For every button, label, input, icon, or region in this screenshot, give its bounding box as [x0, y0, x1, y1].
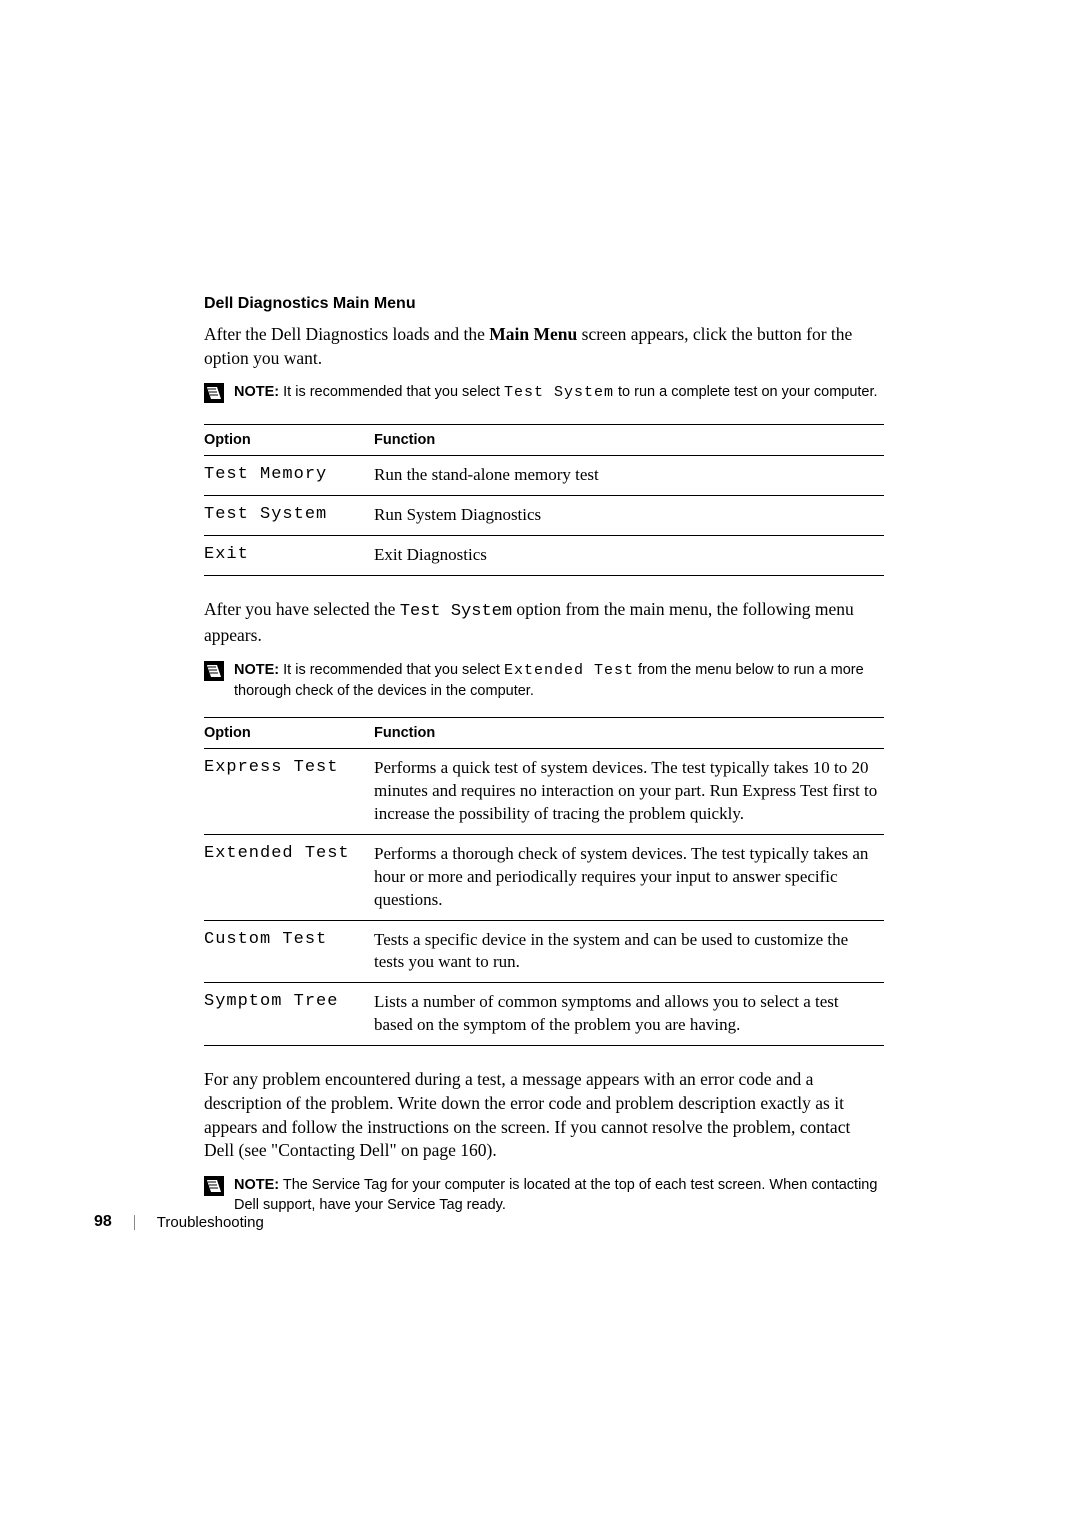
cell-option: Exit	[204, 536, 374, 576]
note-text-1: NOTE: It is recommended that you select …	[234, 382, 878, 403]
cell-option: Symptom Tree	[204, 983, 374, 1046]
th-option: Option	[204, 425, 374, 456]
options-table-1: Option Function Test Memory Run the stan…	[204, 424, 884, 576]
th-function: Function	[374, 717, 884, 748]
cell-option: Express Test	[204, 748, 374, 834]
note-block-2: NOTE: It is recommended that you select …	[204, 660, 884, 701]
note-block-1: NOTE: It is recommended that you select …	[204, 382, 884, 408]
table-row: Extended Test Performs a thorough check …	[204, 834, 884, 920]
cell-function: Exit Diagnostics	[374, 536, 884, 576]
cell-option: Extended Test	[204, 834, 374, 920]
options-table-2: Option Function Express Test Performs a …	[204, 717, 884, 1046]
table-row: Test System Run System Diagnostics	[204, 496, 884, 536]
section-heading: Dell Diagnostics Main Menu	[204, 295, 884, 313]
note2-pre: It is recommended that you select	[279, 662, 504, 678]
intro-text-pre: After the Dell Diagnostics loads and the	[204, 324, 489, 344]
cell-option: Test Memory	[204, 456, 374, 496]
footer-separator	[134, 1215, 135, 1230]
table-header-row: Option Function	[204, 717, 884, 748]
closing-paragraph: For any problem encountered during a tes…	[204, 1068, 884, 1163]
table-row: Express Test Performs a quick test of sy…	[204, 748, 884, 834]
note-text-3: NOTE: The Service Tag for your computer …	[234, 1175, 884, 1216]
cell-function: Tests a specific device in the system an…	[374, 920, 884, 983]
cell-function: Run the stand-alone memory test	[374, 456, 884, 496]
intro-text-bold: Main Menu	[489, 324, 577, 344]
table-row: Symptom Tree Lists a number of common sy…	[204, 983, 884, 1046]
note3-text: The Service Tag for your computer is loc…	[234, 1177, 877, 1213]
footer-section-name: Troubleshooting	[157, 1214, 264, 1231]
note2-mono: Extended Test	[504, 662, 634, 679]
cell-option: Test System	[204, 496, 374, 536]
mid-text-pre: After you have selected the	[204, 599, 400, 619]
note-block-3: NOTE: The Service Tag for your computer …	[204, 1175, 884, 1216]
table-row: Custom Test Tests a specific device in t…	[204, 920, 884, 983]
intro-paragraph: After the Dell Diagnostics loads and the…	[204, 323, 884, 370]
th-function: Function	[374, 425, 884, 456]
cell-function: Run System Diagnostics	[374, 496, 884, 536]
cell-function: Performs a thorough check of system devi…	[374, 834, 884, 920]
page-content: Dell Diagnostics Main Menu After the Del…	[204, 295, 884, 1231]
note-icon	[204, 661, 224, 686]
note1-post: to run a complete test on your computer.	[614, 384, 878, 400]
table-row: Exit Exit Diagnostics	[204, 536, 884, 576]
cell-function: Lists a number of common symptoms and al…	[374, 983, 884, 1046]
note-text-2: NOTE: It is recommended that you select …	[234, 660, 884, 701]
note1-mono: Test System	[504, 384, 614, 401]
page-number: 98	[94, 1213, 112, 1231]
note-icon	[204, 383, 224, 408]
page-footer: 98 Troubleshooting	[94, 1213, 884, 1231]
table-header-row: Option Function	[204, 425, 884, 456]
note-icon	[204, 1176, 224, 1201]
th-option: Option	[204, 717, 374, 748]
note-label: NOTE:	[234, 662, 279, 678]
note-label: NOTE:	[234, 1177, 279, 1193]
mid-text-mono: Test System	[400, 602, 512, 621]
table-row: Test Memory Run the stand-alone memory t…	[204, 456, 884, 496]
mid-paragraph: After you have selected the Test System …	[204, 598, 884, 648]
note1-pre: It is recommended that you select	[279, 384, 504, 400]
note-label: NOTE:	[234, 384, 279, 400]
cell-option: Custom Test	[204, 920, 374, 983]
cell-function: Performs a quick test of system devices.…	[374, 748, 884, 834]
